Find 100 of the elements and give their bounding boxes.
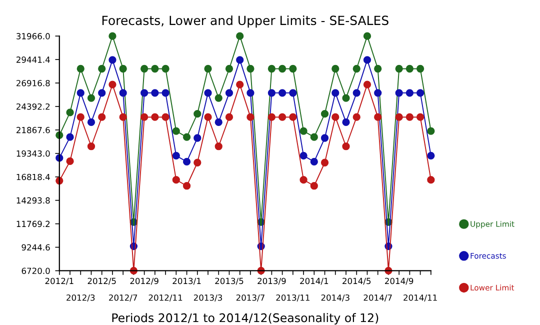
y-tick-label: 29441.4 <box>16 56 50 63</box>
x-tick-label: 2012/1 <box>45 278 74 285</box>
y-tick-label: 9244.6 <box>22 244 50 251</box>
point <box>310 133 318 141</box>
x-tick-label: 2014/7 <box>364 294 392 302</box>
point <box>300 127 308 135</box>
y-tick-label: 26916.8 <box>16 80 50 86</box>
point <box>194 134 202 142</box>
point <box>204 64 212 73</box>
point <box>406 113 414 121</box>
point <box>66 133 74 141</box>
point <box>300 176 308 184</box>
point <box>416 89 424 97</box>
y-tick-label: 31966.0 <box>16 33 50 40</box>
point <box>320 134 329 142</box>
point <box>76 89 84 97</box>
point <box>352 89 360 97</box>
y-tick-label: 19343.0 <box>16 150 50 157</box>
point <box>246 89 254 97</box>
point <box>98 113 106 121</box>
point <box>140 64 148 73</box>
y-tick-label: 21867.6 <box>16 126 50 134</box>
x-tick-label: 2013/3 <box>194 294 222 302</box>
point <box>87 142 96 150</box>
point <box>76 113 84 121</box>
point <box>162 64 170 73</box>
point <box>108 56 116 64</box>
point <box>427 176 435 184</box>
point <box>162 89 170 97</box>
point <box>342 142 350 150</box>
point <box>151 113 159 121</box>
point <box>246 113 254 121</box>
point <box>300 152 308 160</box>
point <box>108 80 116 88</box>
x-tick-label: 2014/3 <box>321 294 350 302</box>
x-tick-label: 2013/5 <box>215 278 244 285</box>
point <box>172 176 180 184</box>
point <box>320 110 329 118</box>
point <box>225 64 234 73</box>
point <box>332 113 340 121</box>
point <box>416 113 424 121</box>
point <box>363 80 372 88</box>
point <box>289 64 297 73</box>
point <box>172 127 180 135</box>
point <box>119 64 127 73</box>
point <box>236 56 244 64</box>
x-tick-label: 2012/3 <box>66 294 95 302</box>
point <box>182 182 191 190</box>
y-tick-label: 11769.2 <box>16 220 50 228</box>
x-tick-label: 2014/5 <box>342 278 371 285</box>
point <box>87 118 96 126</box>
point <box>310 182 318 190</box>
point <box>214 94 222 102</box>
point <box>416 64 424 73</box>
point <box>214 118 222 126</box>
point <box>182 133 191 141</box>
point <box>406 64 414 73</box>
point <box>406 89 414 97</box>
point <box>332 89 340 97</box>
point <box>236 32 244 40</box>
y-tick-label: 24392.2 <box>16 103 50 110</box>
x-axis-title: Periods 2012/1 to 2014/12(Seasonality of 12) <box>112 313 378 325</box>
point <box>151 89 159 97</box>
point <box>278 113 286 121</box>
point <box>320 158 329 166</box>
chart-title: Forecasts, Lower and Upper Limits - SE-SALES <box>102 15 388 28</box>
point <box>374 89 382 97</box>
x-tick-label: 2012/9 <box>130 278 158 285</box>
point <box>268 64 276 73</box>
point <box>172 152 180 160</box>
point <box>352 64 360 73</box>
point <box>427 152 435 160</box>
point <box>119 89 127 97</box>
point <box>278 89 286 97</box>
point <box>66 108 74 116</box>
point <box>395 64 403 73</box>
point <box>214 142 222 150</box>
point <box>289 89 297 97</box>
point <box>310 158 318 166</box>
point <box>98 64 106 73</box>
point <box>119 113 127 121</box>
point <box>268 113 276 121</box>
x-tick-label: 2012/5 <box>88 278 116 285</box>
x-tick-label: 2013/1 <box>172 278 201 285</box>
point <box>140 113 148 121</box>
point <box>194 110 202 118</box>
point <box>236 80 244 88</box>
point <box>98 89 106 97</box>
point <box>374 113 382 121</box>
point <box>225 113 234 121</box>
point <box>246 64 254 73</box>
point <box>66 157 74 166</box>
point <box>395 113 403 121</box>
point <box>108 32 116 40</box>
point <box>162 113 170 121</box>
x-tick-label: 2012/11 <box>148 294 182 302</box>
point <box>140 89 148 97</box>
point <box>278 64 286 73</box>
point <box>289 113 297 121</box>
x-tick-label: 2012/7 <box>109 294 138 302</box>
